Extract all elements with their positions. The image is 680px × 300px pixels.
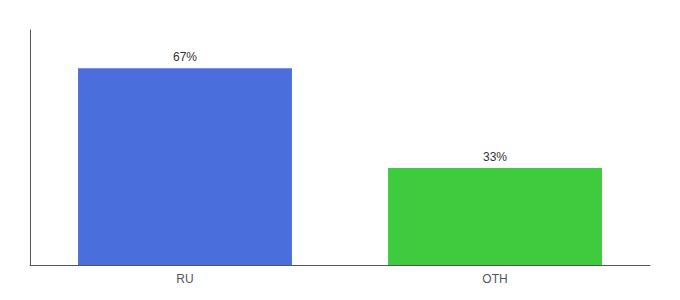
svg-text:67%: 67% [173, 50, 197, 64]
svg-text:33%: 33% [483, 150, 507, 164]
svg-text:RU: RU [176, 272, 193, 286]
svg-text:OTH: OTH [482, 272, 507, 286]
